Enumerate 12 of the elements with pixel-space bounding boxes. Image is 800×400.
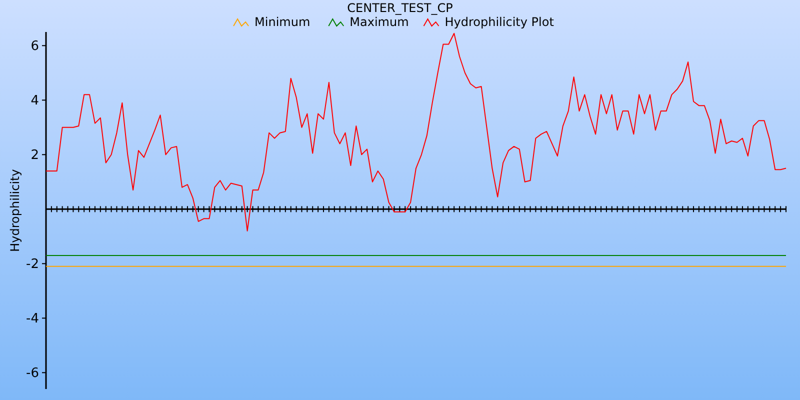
line-series (46, 32, 786, 232)
y-tick-label: 4 (30, 94, 39, 109)
chart-title: CENTER_TEST_CP (347, 1, 453, 15)
y-tick-label: -6 (26, 366, 39, 382)
legend-label: Hydrophilicity Plot (444, 15, 554, 29)
y-axis-title: Hydrophilicity (8, 169, 22, 252)
y-tick-label: -4 (26, 312, 39, 327)
y-tick-label: 2 (30, 148, 39, 164)
y-tick-label: -2 (26, 257, 39, 272)
legend-label: Minimum (254, 15, 310, 29)
y-tick-label: 6 (30, 39, 39, 54)
legend-label: Maximum (350, 15, 409, 29)
